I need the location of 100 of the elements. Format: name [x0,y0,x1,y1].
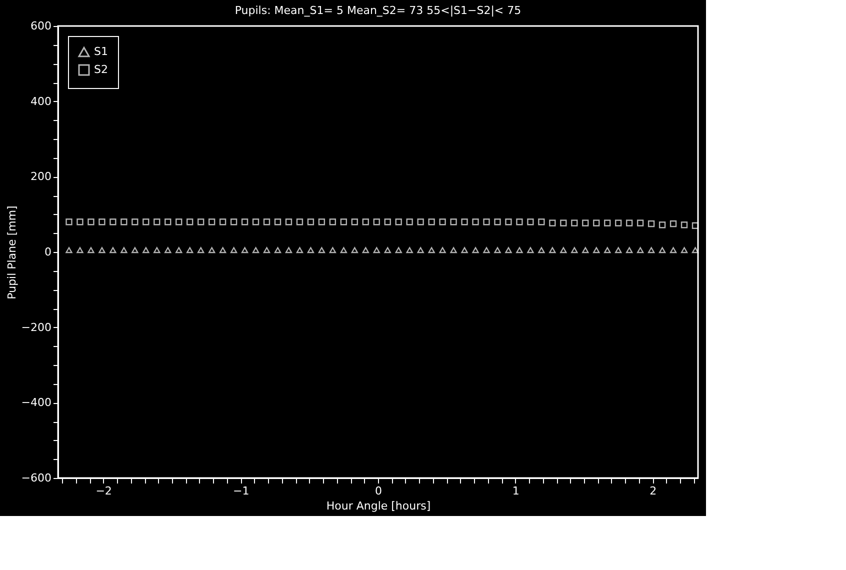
legend-label: S2 [94,63,108,76]
point [472,247,479,254]
point [176,218,182,226]
point [307,218,314,226]
point [274,247,282,254]
point [538,247,545,254]
point [593,247,600,254]
point [494,247,501,254]
point [241,247,248,254]
point [571,220,578,226]
chart-title: Pupils: Mean_S1= 5 Mean_S2= 73 55<|S1−S2|< 75 [234,4,522,17]
point [373,247,380,254]
point [285,218,292,226]
point [560,220,567,226]
point [208,247,216,254]
point [362,247,369,254]
y-tick-label: −600 [21,472,52,484]
point [351,247,358,254]
point [318,218,326,226]
point [439,247,446,254]
point [494,218,501,226]
point [142,247,150,254]
point [373,218,380,226]
point [626,220,633,226]
point [230,247,238,254]
point [658,247,666,254]
point [636,247,644,254]
point [76,218,84,226]
point [516,218,523,226]
point [648,247,655,254]
point [120,218,128,226]
point [318,247,326,254]
point [351,218,358,226]
point [615,220,622,226]
point [406,218,413,226]
point [538,218,545,226]
point [98,247,106,254]
x-tick-label: −1 [233,484,250,498]
point [692,247,699,254]
point [417,218,424,226]
point [461,247,468,254]
point [384,218,391,226]
point [274,218,282,226]
point [648,220,655,228]
point [428,247,435,254]
point [560,247,567,254]
y-axis-title: Pupil Plane [mm] [5,206,18,300]
point [670,220,677,228]
point [329,247,336,254]
point [626,247,633,254]
point [164,247,172,254]
point [395,218,402,226]
point [461,218,468,226]
point [527,218,534,226]
point [571,247,578,254]
point [219,247,226,254]
point [549,220,556,226]
y-tick-label: −400 [21,396,52,410]
point [636,220,644,226]
point [384,247,391,254]
point [230,218,238,226]
point [680,247,688,254]
point [263,247,270,254]
point [66,218,72,226]
point [252,218,260,226]
point [76,247,84,254]
x-tick-label: 2 [650,484,657,498]
point [88,247,94,254]
point [296,218,304,226]
point [98,218,106,226]
point [120,247,128,254]
point [593,220,600,226]
point [450,218,457,226]
point [186,218,194,226]
point [483,247,490,254]
point [252,247,260,254]
point [417,247,424,254]
point [154,247,160,254]
point [505,218,512,226]
point [670,247,677,254]
point [340,218,348,226]
point [395,247,402,254]
point [604,220,611,226]
point [680,222,688,228]
point [263,218,270,226]
point [527,247,534,254]
point [66,247,72,254]
point [296,247,304,254]
point [110,218,116,226]
point [219,218,226,226]
point [176,247,182,254]
legend-label: S1 [94,45,108,58]
x-tick-label: 1 [512,484,520,498]
y-tick-label: 0 [44,246,52,258]
point [406,247,413,254]
point [483,218,490,226]
point [582,220,589,226]
point [340,247,348,254]
point [516,247,523,254]
point [549,247,556,254]
